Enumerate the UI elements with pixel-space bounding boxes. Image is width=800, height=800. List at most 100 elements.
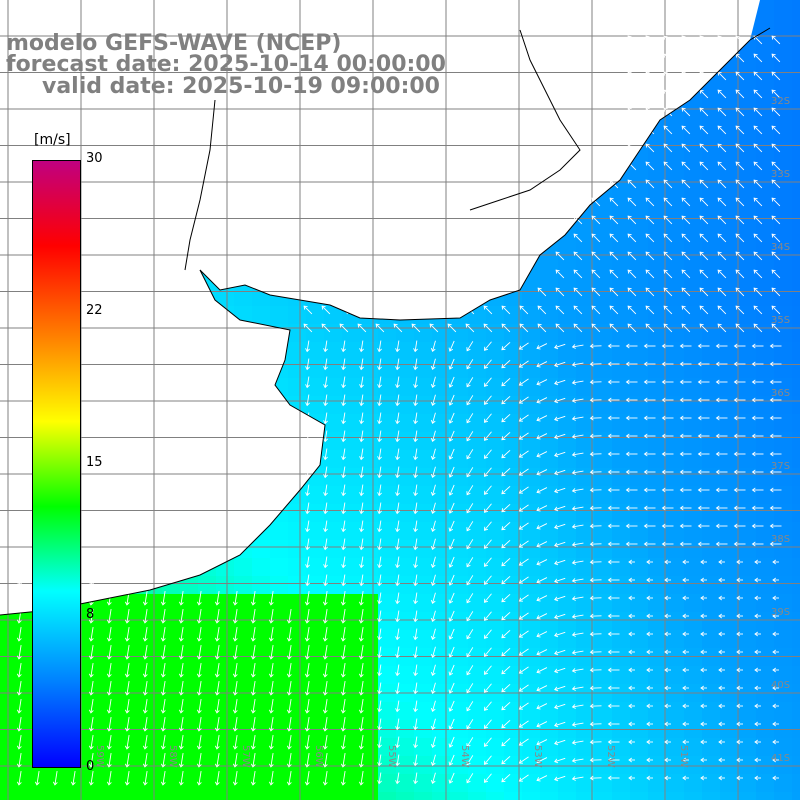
- field-cell: [738, 72, 757, 91]
- field-cell: [648, 216, 667, 235]
- field-cell: [738, 306, 757, 325]
- field-cell: [756, 450, 775, 469]
- field-cell: [504, 774, 523, 793]
- field-cell: [486, 486, 505, 505]
- wind-arrow: [395, 664, 400, 677]
- field-cell: [666, 594, 685, 613]
- field-cell: [414, 630, 433, 649]
- wind-arrow: [607, 433, 620, 439]
- wind-arrow: [625, 415, 638, 421]
- field-cell: [216, 630, 235, 649]
- wind-arrow: [573, 269, 583, 279]
- wind-arrow: [304, 681, 310, 696]
- field-cell: [342, 594, 361, 613]
- field-cell: [738, 126, 757, 145]
- wind-arrow: [466, 485, 474, 496]
- wind-arrow: [413, 592, 418, 605]
- field-cell: [0, 792, 19, 800]
- field-cell: [360, 396, 379, 415]
- field-cell: [558, 540, 577, 559]
- wind-arrow: [106, 753, 112, 768]
- wind-arrow: [341, 556, 346, 569]
- field-cell: [684, 558, 703, 577]
- field-cell: [486, 450, 505, 469]
- field-cell: [774, 666, 793, 685]
- field-cell: [666, 198, 685, 217]
- field-cell: [468, 594, 487, 613]
- field-cell: [774, 414, 793, 433]
- field-cell: [774, 234, 793, 253]
- wind-arrow: [466, 503, 474, 514]
- wind-arrow: [697, 397, 710, 403]
- field-cell: [720, 450, 739, 469]
- wind-arrow: [359, 358, 364, 371]
- field-cell: [612, 540, 631, 559]
- field-cell: [522, 306, 541, 325]
- field-cell: [738, 288, 757, 307]
- field-cell: [324, 396, 343, 415]
- longitude-label: 51W: [678, 745, 689, 768]
- field-cell: [756, 738, 775, 757]
- wind-arrow: [753, 269, 763, 279]
- field-cell: [792, 162, 800, 181]
- wind-arrow: [735, 305, 745, 315]
- field-cell: [684, 594, 703, 613]
- wind-arrow: [717, 89, 727, 99]
- field-cell: [306, 630, 325, 649]
- field-cell: [684, 288, 703, 307]
- wind-arrow: [733, 397, 746, 403]
- field-cell: [720, 126, 739, 145]
- field-cell: [342, 666, 361, 685]
- wind-arrow: [518, 432, 529, 440]
- wind-arrow: [769, 361, 782, 367]
- field-cell: [378, 396, 397, 415]
- field-cell: [756, 612, 775, 631]
- wind-arrow: [699, 251, 709, 261]
- wind-arrow: [735, 179, 745, 189]
- wind-arrow: [501, 395, 511, 405]
- wind-arrow: [645, 233, 655, 243]
- field-cell: [666, 378, 685, 397]
- field-cell: [468, 612, 487, 631]
- field-cell: [234, 648, 253, 667]
- field-cell: [144, 702, 163, 721]
- wind-arrow: [699, 107, 709, 117]
- wind-arrow: [178, 753, 184, 768]
- wind-arrow: [645, 323, 655, 333]
- field-cell: [90, 792, 109, 800]
- field-cell: [522, 702, 541, 721]
- wind-arrow: [628, 739, 635, 745]
- wind-arrow: [664, 613, 671, 619]
- field-cell: [630, 666, 649, 685]
- field-cell: [648, 270, 667, 289]
- wind-arrow: [754, 721, 761, 727]
- field-cell: [720, 162, 739, 181]
- wind-arrow: [735, 197, 745, 207]
- field-cell: [630, 792, 649, 800]
- field-cell: [720, 216, 739, 235]
- field-cell: [666, 144, 685, 163]
- wind-arrow: [377, 682, 382, 695]
- wind-arrow: [554, 559, 566, 566]
- wind-arrow: [448, 556, 455, 568]
- field-cell: [774, 504, 793, 523]
- field-cell: [720, 774, 739, 793]
- field-cell: [342, 630, 361, 649]
- field-cell: [648, 666, 667, 685]
- wind-arrow: [413, 376, 418, 389]
- wind-arrow: [589, 559, 602, 565]
- wind-arrow: [661, 487, 674, 493]
- wind-arrow: [536, 433, 548, 440]
- field-cell: [342, 756, 361, 775]
- wind-arrow: [554, 397, 566, 404]
- field-cell: [324, 738, 343, 757]
- wind-arrow: [88, 753, 94, 768]
- wind-arrow: [699, 233, 709, 243]
- wind-arrow: [484, 341, 492, 351]
- latitude-label: 34S: [771, 242, 790, 253]
- field-cell: [558, 306, 577, 325]
- wind-arrow: [697, 469, 710, 475]
- field-cell: [468, 378, 487, 397]
- field-cell: [342, 558, 361, 577]
